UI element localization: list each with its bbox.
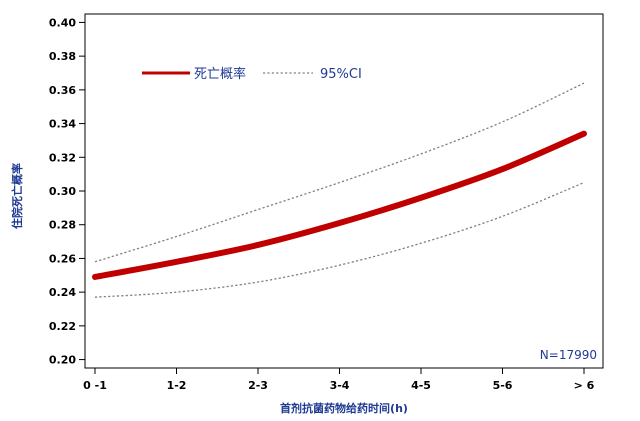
x-tick-label: 4-5 xyxy=(411,379,431,392)
series-layer xyxy=(92,82,587,298)
x-tick-label: 1-2 xyxy=(167,379,187,392)
y-tick-label: 0.34 xyxy=(49,118,76,131)
legend: 死亡概率 95%CI xyxy=(142,66,362,82)
y-axis: 0.20 0.22 0.24 0.26 0.28 0.30 0.32 0.34 0.36 0.38… xyxy=(49,16,85,367)
x-tick-label: 0 -1 xyxy=(83,379,107,392)
series-line-ci-lower xyxy=(94,181,585,298)
x-tick-label: 2-3 xyxy=(248,379,268,392)
x-tick-label: 5-6 xyxy=(493,379,513,392)
y-tick-label: 0.20 xyxy=(49,354,76,367)
y-tick-label: 0.28 xyxy=(49,219,76,232)
y-tick-label: 0.36 xyxy=(49,84,76,97)
y-tick-label: 0.32 xyxy=(49,151,76,164)
y-tick-label: 0.22 xyxy=(49,320,76,333)
y-tick-label: 0.26 xyxy=(49,252,76,265)
series-line-mortality xyxy=(92,130,587,280)
legend-ci-label: 95%CI xyxy=(320,67,362,82)
x-axis-label: 首剂抗菌药物给药时间(h) xyxy=(280,401,408,415)
sample-size-annotation: N=17990 xyxy=(540,348,597,362)
y-axis-label: 住院死亡概率 xyxy=(10,163,24,229)
x-axis: 0 -1 1-2 2-3 3-4 4-5 5-6 > 6 xyxy=(83,368,595,392)
y-tick-label: 0.40 xyxy=(49,16,76,29)
y-tick-label: 0.30 xyxy=(49,185,76,198)
x-tick-label: > 6 xyxy=(574,379,595,392)
legend-main-label: 死亡概率 xyxy=(194,66,246,82)
x-tick-label: 3-4 xyxy=(330,379,350,392)
y-tick-label: 0.24 xyxy=(49,286,76,299)
y-tick-label: 0.38 xyxy=(49,50,76,63)
series-line-ci-upper xyxy=(94,82,585,263)
